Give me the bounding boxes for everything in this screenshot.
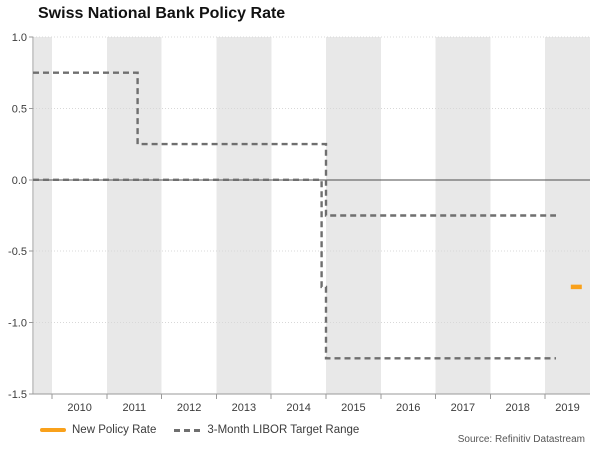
x-tick-label-2017: 2017 xyxy=(451,402,475,414)
chart-title: Swiss National Bank Policy Rate xyxy=(38,5,286,22)
legend-label: New Policy Rate xyxy=(72,424,157,436)
dashed-line-swatch-icon xyxy=(174,428,202,432)
y-tick-label-0.5: 0.5 xyxy=(12,103,27,115)
year-band-2009 xyxy=(34,37,53,394)
y-tick-label-0: 0.0 xyxy=(12,175,27,187)
series-libor-target-upper xyxy=(33,71,556,217)
y-tick-label--0.5: -0.5 xyxy=(8,246,27,258)
y-tick-label--1.5: -1.5 xyxy=(8,389,27,401)
x-tick-label-2010: 2010 xyxy=(67,402,91,414)
orange-line-swatch-icon xyxy=(40,428,66,432)
x-tick-label-2018: 2018 xyxy=(505,402,529,414)
legend-item-new-policy-rate: New Policy Rate xyxy=(40,424,156,436)
x-tick-label-2014: 2014 xyxy=(286,402,310,414)
x-tick-label-2011: 2011 xyxy=(122,402,146,414)
x-tick-label-2016: 2016 xyxy=(396,402,420,414)
y-tick-label--1: -1.0 xyxy=(8,318,27,330)
legend-item-libor-target-range: 3-Month LIBOR Target Range xyxy=(174,424,359,436)
x-tick-label-2019: 2019 xyxy=(555,402,579,414)
year-band-2011 xyxy=(106,37,162,394)
chart-legend: New Policy Rate 3-Month LIBOR Target Ran… xyxy=(40,423,359,437)
source-attribution: Source: Refinitiv Datastream xyxy=(457,434,585,445)
x-tick-label-2013: 2013 xyxy=(232,402,256,414)
legend-label: 3-Month LIBOR Target Range xyxy=(207,424,360,436)
y-tick-label-1: 1.0 xyxy=(12,32,27,44)
series-libor-target-lower xyxy=(33,178,556,360)
x-tick-label-2015: 2015 xyxy=(341,402,365,414)
year-band-2013 xyxy=(216,37,272,394)
x-tick-label-2012: 2012 xyxy=(177,402,201,414)
